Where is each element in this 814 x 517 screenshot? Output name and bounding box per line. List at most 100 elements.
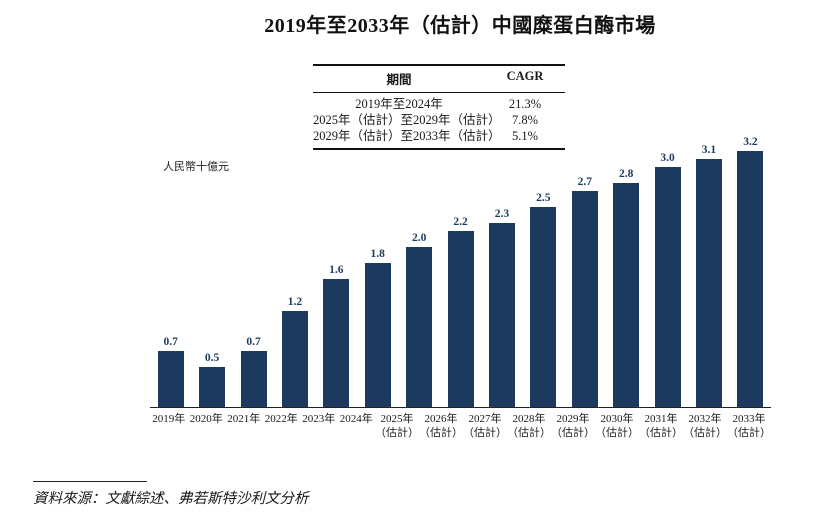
cagr-column-header: CAGR bbox=[506, 69, 544, 83]
bar bbox=[364, 263, 391, 407]
cagr-table-header-row: 期間 CAGR bbox=[313, 66, 565, 93]
x-axis-label-year: 2019年 bbox=[152, 413, 186, 425]
bar-column: 2.2 bbox=[440, 216, 481, 407]
x-axis-label-year: 2029年 bbox=[556, 413, 590, 425]
bar-value-label: 3.0 bbox=[660, 152, 675, 164]
x-axis-label-year: 2027年 bbox=[468, 413, 502, 425]
period-column-header: 期間 bbox=[386, 73, 412, 87]
x-axis-label: 2028年 （估計） bbox=[507, 412, 551, 440]
chart-title: 2019年至2033年（估計）中國糜蛋白酶市場 bbox=[264, 15, 656, 37]
x-axis-label-note: （估計） bbox=[375, 427, 419, 439]
bar-value-label: 2.8 bbox=[618, 168, 634, 180]
bar-value-label: 1.6 bbox=[329, 264, 344, 276]
period-cell: 2029年（估計）至2033年（估計） bbox=[313, 129, 501, 143]
bar bbox=[654, 167, 681, 407]
bar bbox=[406, 247, 433, 407]
bar-column: 3.2 bbox=[730, 136, 771, 407]
source-divider-line bbox=[33, 481, 147, 482]
x-axis-label: 2030年 （估計） bbox=[595, 412, 639, 440]
bar-value-label: 2.7 bbox=[577, 176, 592, 188]
bar bbox=[240, 351, 267, 407]
bar-value-label: 1.8 bbox=[370, 248, 385, 260]
source-note: 資料來源：文獻綜述、弗若斯特沙利文分析 bbox=[33, 491, 309, 507]
x-axis-label-year: 2024年 bbox=[339, 413, 373, 425]
bar bbox=[613, 183, 640, 407]
bar bbox=[199, 367, 226, 407]
bar bbox=[737, 151, 764, 407]
bar-column: 2.0 bbox=[398, 232, 439, 407]
bar-value-label: 3.1 bbox=[701, 144, 717, 156]
bar bbox=[571, 191, 598, 407]
bar bbox=[447, 231, 474, 407]
bar-value-label: 1.2 bbox=[287, 296, 303, 308]
x-axis-label: 2025年 （估計） bbox=[375, 412, 419, 440]
cagr-table-row: 2025年（估計）至2029年（估計） 7.8% bbox=[313, 112, 565, 128]
x-axis-label-note: （估計） bbox=[727, 427, 771, 439]
x-axis-label-year: 2023年 bbox=[302, 413, 336, 425]
x-axis-label: 2019年 bbox=[150, 412, 188, 440]
x-axis-label: 2024年 bbox=[338, 412, 376, 440]
cagr-table-row: 2019年至2024年 21.3% bbox=[313, 96, 565, 112]
bar-value-label: 2.2 bbox=[453, 216, 468, 228]
cagr-cell: 21.3% bbox=[508, 97, 542, 111]
bar-column: 1.2 bbox=[274, 296, 315, 407]
bar bbox=[281, 311, 308, 407]
period-cell: 2025年（估計）至2029年（估計） bbox=[313, 113, 501, 127]
x-axis-label-note: （估計） bbox=[507, 427, 551, 439]
bar-chart-plot-area: 0.7 0.5 0.7 1.2 1.6 1.8 2.0 2.2 2.3 2.5 bbox=[150, 133, 771, 408]
bar-column: 2.5 bbox=[523, 192, 564, 407]
cagr-cell: 5.1% bbox=[511, 129, 539, 143]
bar-column: 2.8 bbox=[605, 168, 646, 407]
x-axis-label-year: 2022年 bbox=[264, 413, 298, 425]
x-axis-label-year: 2025年 bbox=[380, 413, 414, 425]
x-axis-label: 2021年 bbox=[225, 412, 263, 440]
x-axis-label: 2033年 （估計） bbox=[727, 412, 771, 440]
x-axis-label: 2027年 （估計） bbox=[463, 412, 507, 440]
bar bbox=[488, 223, 515, 407]
x-axis-label-year: 2021年 bbox=[227, 413, 261, 425]
bar-value-label: 0.7 bbox=[246, 336, 261, 348]
cagr-cell: 7.8% bbox=[511, 113, 539, 127]
bar-column: 1.8 bbox=[357, 248, 398, 407]
bar bbox=[530, 207, 557, 407]
bar-column: 1.6 bbox=[316, 264, 357, 407]
x-axis-label-year: 2026年 bbox=[424, 413, 458, 425]
x-axis-label-year: 2030年 bbox=[600, 413, 634, 425]
x-axis-label: 2022年 bbox=[263, 412, 301, 440]
period-cell: 2019年至2024年 bbox=[355, 97, 443, 111]
bar-column: 3.0 bbox=[647, 152, 688, 407]
x-axis-labels: 2019年 2020年 2021年 2022年 2023年 2024年 2025… bbox=[150, 412, 771, 440]
bar-column: 0.7 bbox=[233, 336, 274, 407]
y-axis-unit-label: 人民幣十億元 bbox=[163, 161, 229, 173]
cagr-table-body: 2019年至2024年 21.3% 2025年（估計）至2029年（估計） 7.… bbox=[313, 93, 565, 148]
bar-value-label: 2.5 bbox=[536, 192, 551, 204]
bar-column: 0.5 bbox=[191, 352, 232, 407]
x-axis-label-year: 2020年 bbox=[189, 413, 223, 425]
cagr-table: 期間 CAGR 2019年至2024年 21.3% 2025年（估計）至2029… bbox=[313, 64, 565, 150]
bar-column: 3.1 bbox=[688, 144, 729, 407]
x-axis-label-year: 2028年 bbox=[512, 413, 546, 425]
bar bbox=[695, 159, 722, 407]
bar-value-label: 0.7 bbox=[163, 336, 178, 348]
x-axis-label-note: （估計） bbox=[683, 427, 727, 439]
bar-column: 0.7 bbox=[150, 336, 191, 407]
x-axis-label: 2031年 （估計） bbox=[639, 412, 683, 440]
cagr-table-row: 2029年（估計）至2033年（估計） 5.1% bbox=[313, 128, 565, 144]
bar-value-label: 2.3 bbox=[494, 208, 510, 220]
bar-value-label: 3.2 bbox=[743, 136, 758, 148]
x-axis-label: 2026年 （估計） bbox=[419, 412, 463, 440]
bar bbox=[157, 351, 184, 407]
x-axis-label: 2029年 （估計） bbox=[551, 412, 595, 440]
source-note-block: 資料來源：文獻綜述、弗若斯特沙利文分析 bbox=[33, 481, 309, 508]
x-axis-label-note: （估計） bbox=[551, 427, 595, 439]
x-axis-label-note: （估計） bbox=[639, 427, 683, 439]
bar-column: 2.7 bbox=[564, 176, 605, 407]
bar-value-label: 2.0 bbox=[411, 232, 427, 244]
bar-column: 2.3 bbox=[481, 208, 522, 407]
x-axis-label: 2032年 （估計） bbox=[683, 412, 727, 440]
x-axis-label-note: （估計） bbox=[463, 427, 507, 439]
x-axis-label-note: （估計） bbox=[595, 427, 639, 439]
x-axis-label: 2020年 bbox=[188, 412, 226, 440]
x-axis-label-year: 2033年 bbox=[732, 413, 766, 425]
